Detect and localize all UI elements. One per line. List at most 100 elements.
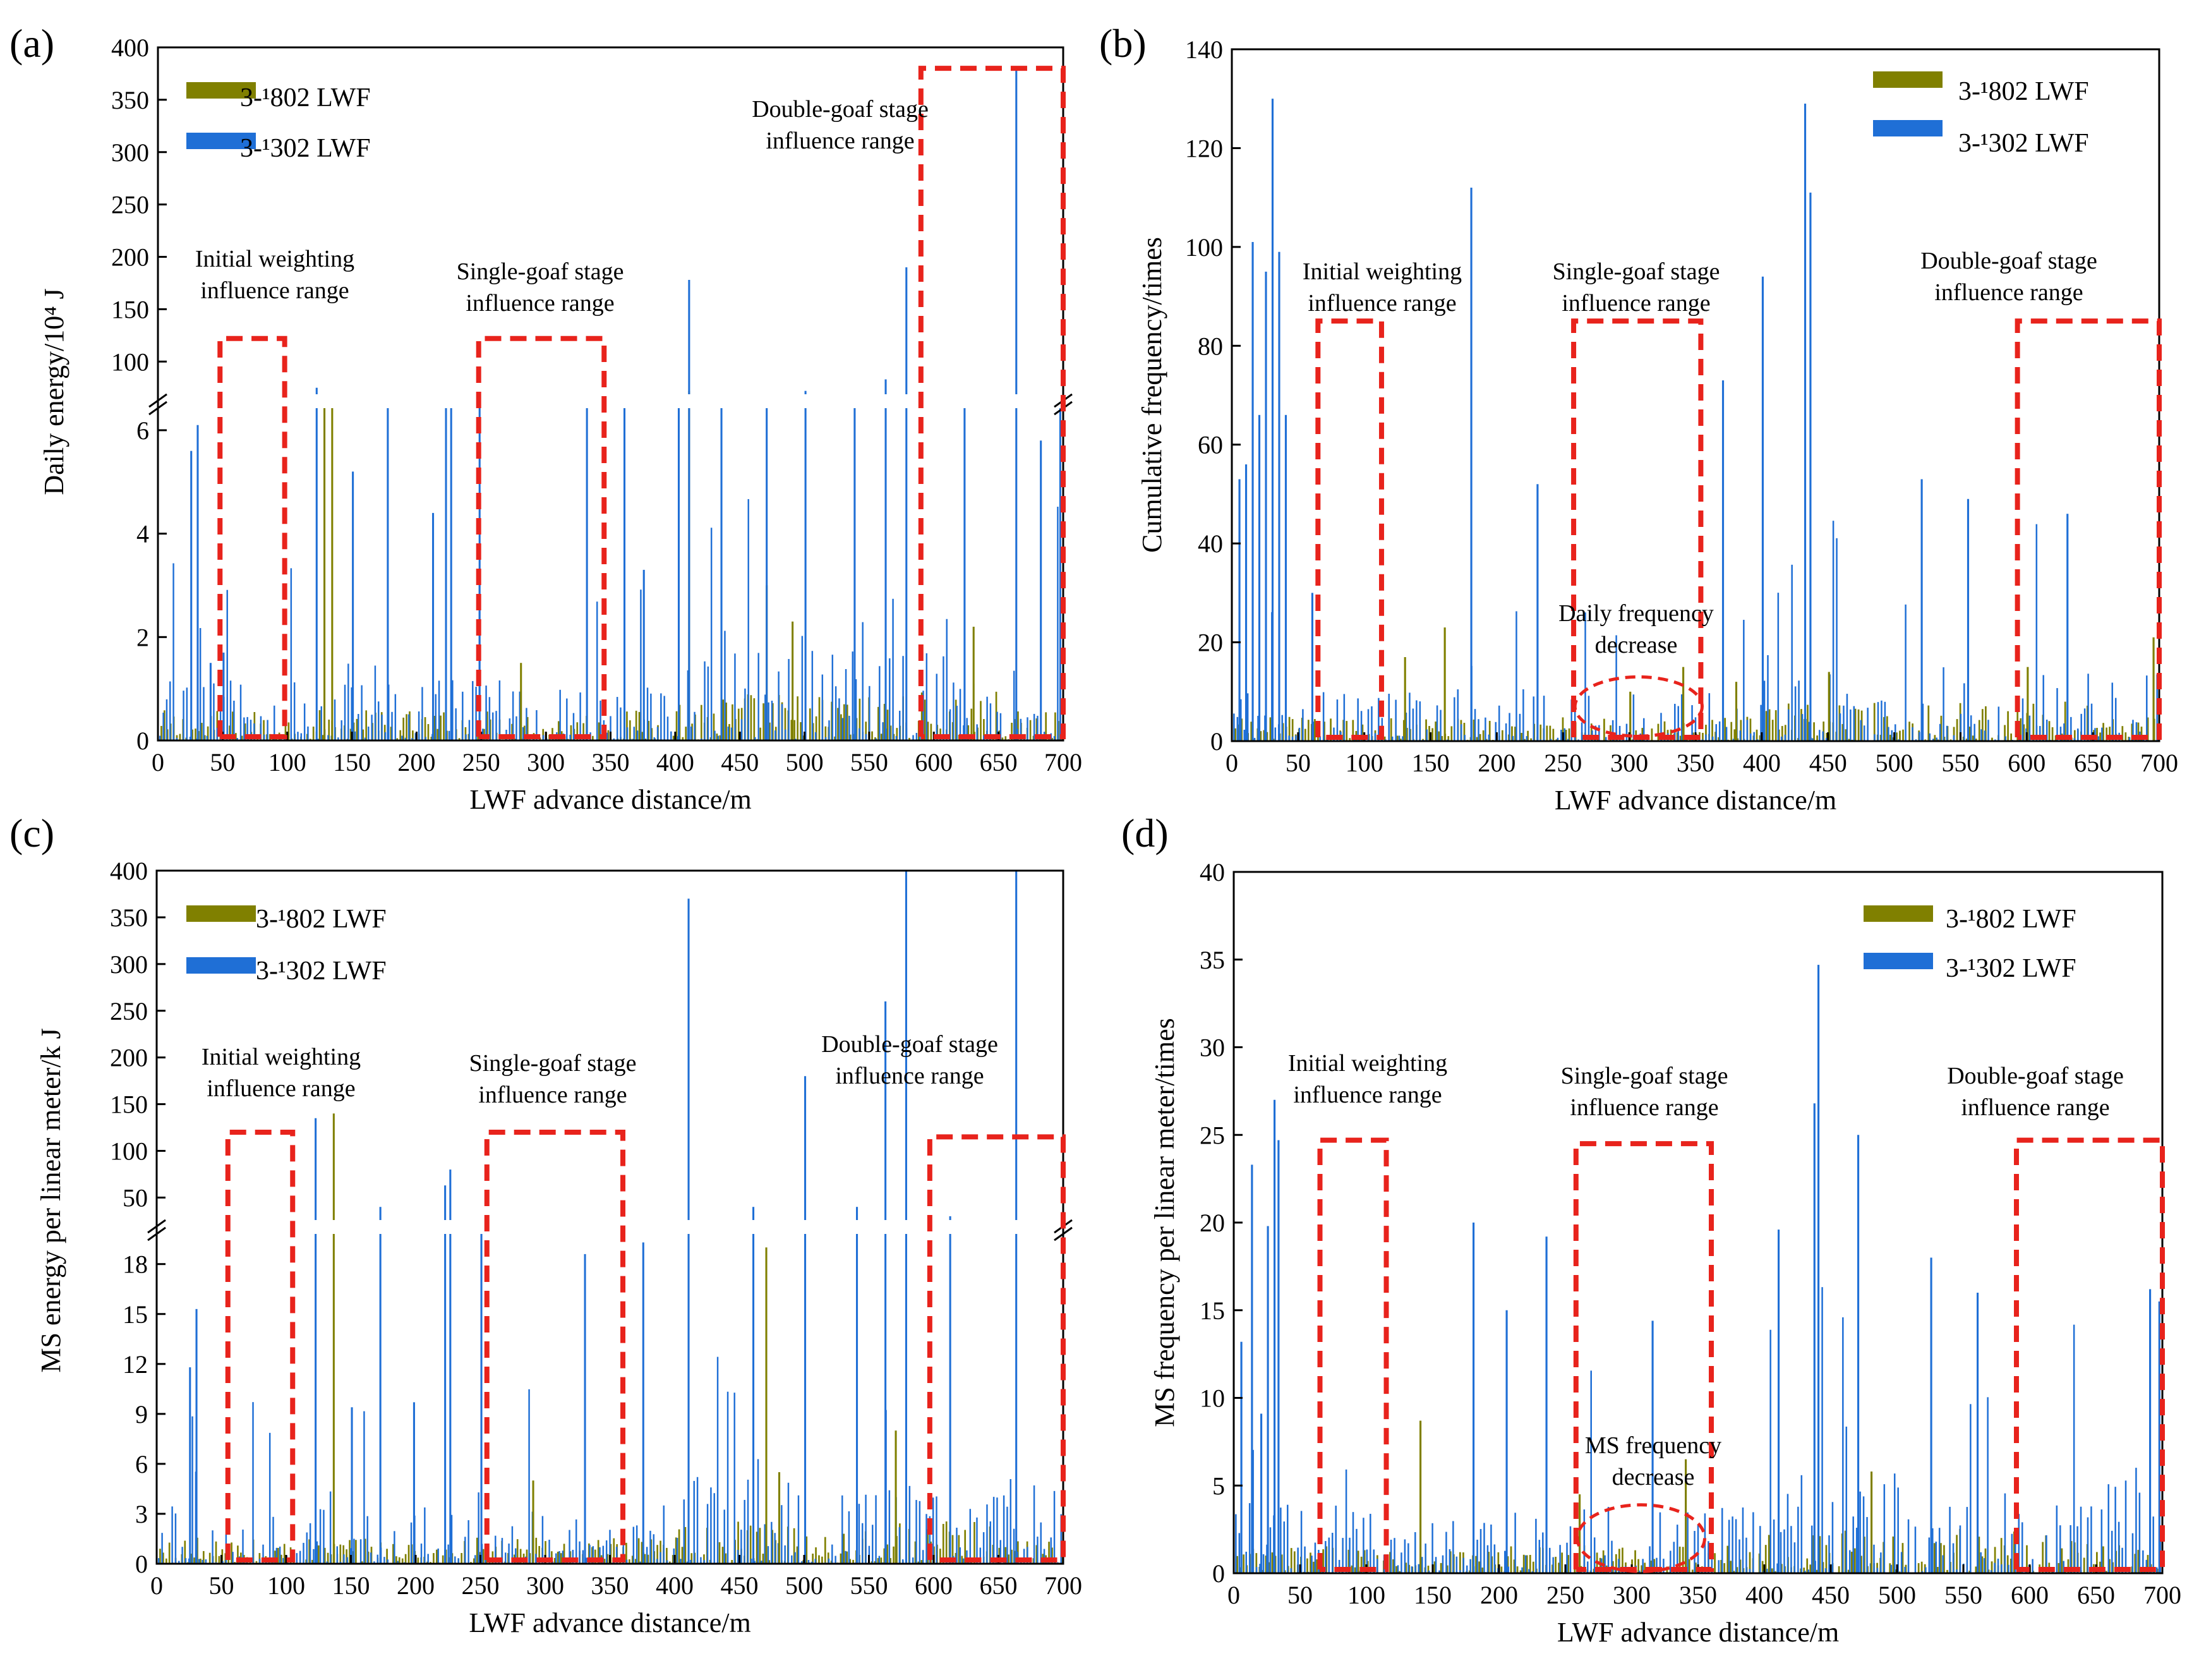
bar-blue — [1728, 1520, 1730, 1573]
bar-blue — [1860, 720, 1862, 741]
bar-olive — [1054, 712, 1056, 740]
bar-blue — [1773, 1519, 1775, 1573]
bar-blue — [2138, 1492, 2141, 1573]
bar-peak — [1761, 276, 1764, 741]
bar-olive — [691, 723, 693, 740]
bar-blue — [1563, 728, 1566, 741]
bar-blue — [1057, 506, 1059, 740]
bar-olive — [920, 1560, 923, 1564]
bar-olive — [840, 1553, 842, 1564]
bar-olive — [1934, 735, 1936, 741]
bar-blue — [1246, 693, 1249, 741]
bar-olive — [634, 1559, 637, 1564]
y-tick-label: 150 — [110, 1091, 148, 1119]
bar-blue — [1883, 1484, 1886, 1573]
bar-olive — [672, 735, 675, 740]
bar-olive — [229, 725, 231, 740]
bar-olive — [364, 1538, 366, 1564]
bar-blue — [1790, 1526, 1792, 1573]
bar-blue — [297, 732, 299, 740]
bar-peak — [195, 1308, 198, 1564]
bar-blue — [1297, 1547, 1299, 1573]
bar-blue — [1570, 699, 1572, 741]
bar-olive — [756, 1532, 758, 1564]
bar-olive — [1250, 722, 1253, 741]
bar-blue — [949, 709, 951, 740]
bar-olive — [1552, 728, 1555, 741]
bar-blue — [1997, 1558, 1999, 1573]
bar-blue — [1345, 1469, 1347, 1573]
bar-blue — [1414, 1532, 1416, 1573]
bar-olive — [980, 701, 982, 740]
bar-blue — [855, 679, 857, 740]
bar-blue — [1939, 723, 1941, 741]
bar-olive — [650, 1539, 653, 1564]
bar-blue — [1922, 703, 1924, 741]
bar-blue — [986, 696, 988, 740]
bar-olive — [1352, 720, 1354, 741]
bar-blue — [387, 1559, 389, 1564]
legend-swatch-b — [1873, 120, 1943, 136]
bar-blue — [683, 1499, 685, 1564]
legend-label: 3-¹802 LWF — [1946, 905, 2076, 934]
bar-olive — [545, 1541, 546, 1564]
bar-olive — [1765, 711, 1768, 741]
bar-blue — [569, 1530, 570, 1564]
bar-olive — [2099, 732, 2101, 741]
bar-peak — [804, 390, 807, 740]
bar-olive — [818, 1555, 820, 1564]
bar-blue — [326, 1561, 328, 1564]
bar-blue — [632, 1526, 635, 1564]
bar-olive — [1438, 731, 1440, 741]
bar-olive — [1051, 737, 1053, 740]
bar-olive — [1549, 725, 1551, 741]
bar-olive — [349, 1540, 351, 1564]
bar-blue — [1801, 714, 1804, 741]
y-tick-label: 4 — [136, 520, 149, 548]
bar-blue — [2142, 1550, 2144, 1573]
bar-blue — [239, 684, 242, 740]
bar-olive — [1644, 1562, 1646, 1573]
bar-olive — [1349, 738, 1351, 741]
bar-blue — [242, 1529, 244, 1564]
bar-blue — [1552, 1557, 1554, 1573]
bar-olive — [1316, 1559, 1318, 1573]
bar-blue — [1235, 1514, 1237, 1573]
bar-blue — [2080, 1506, 2082, 1573]
bar-blue — [462, 691, 464, 740]
bar-olive — [1892, 1536, 1895, 1573]
bar-blue — [1425, 1544, 1426, 1573]
bar-blue — [1932, 1528, 1934, 1573]
bar-blue — [361, 685, 363, 740]
bar-olive — [433, 1553, 435, 1564]
y-axis-label: MS energy per linear meter/k J — [35, 1028, 66, 1372]
x-tick-label: 550 — [850, 1571, 888, 1600]
bar-olive — [1622, 1547, 1624, 1573]
y-axis-label: Cumulative frequency/times — [1136, 237, 1167, 553]
bar-olive — [749, 1525, 752, 1564]
bar-blue — [956, 1527, 958, 1564]
bar-blue — [2080, 713, 2082, 741]
bar-blue — [636, 1525, 638, 1564]
bar-olive — [1476, 737, 1478, 741]
decrease-ellipse — [1573, 675, 1704, 738]
region-label: Single-goaf stage — [1553, 258, 1720, 285]
bar-olive — [1651, 728, 1653, 741]
bar-blue — [1812, 738, 1814, 741]
bar-olive — [1826, 732, 1828, 741]
bar-olive — [1599, 1557, 1601, 1573]
bar-olive — [626, 711, 628, 740]
bar-blue — [649, 1530, 651, 1564]
x-tick-label: 150 — [1414, 1581, 1452, 1609]
bar-blue — [666, 1560, 668, 1564]
bar-blue — [899, 710, 901, 740]
bar-olive — [597, 1540, 599, 1564]
bar-blue — [1793, 1542, 1796, 1573]
x-tick-label: 500 — [786, 748, 824, 777]
bar-olive — [318, 1545, 320, 1564]
bar-olive — [2051, 727, 2054, 741]
bar-olive — [1288, 716, 1291, 741]
region-label: Initial weighting — [1288, 1050, 1447, 1077]
x-tick-label: 200 — [1480, 1581, 1518, 1609]
bar-blue — [754, 1561, 756, 1564]
